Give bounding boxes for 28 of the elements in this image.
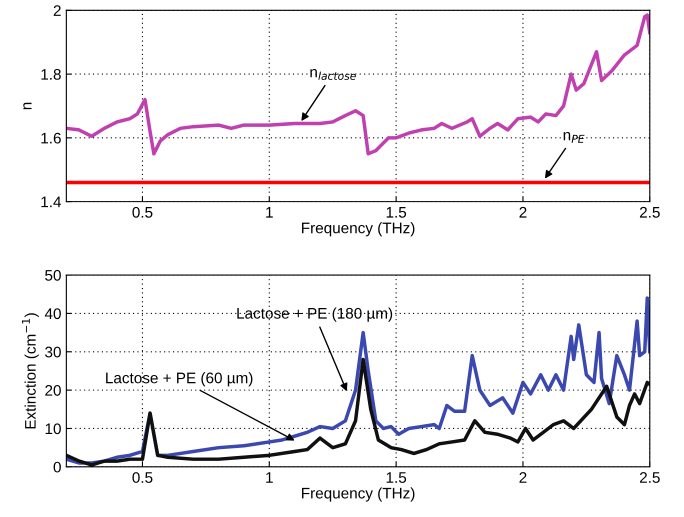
x-tick-label: 2.5 [640, 472, 660, 483]
annotation: n$_{PE}$ [564, 132, 584, 143]
annotation: n$_{lactose}$ [310, 69, 356, 80]
x-tick-label: 2 [519, 206, 526, 218]
y-tick-label: 30 [45, 346, 61, 358]
x-axis-title: Frequency (THz) [302, 487, 414, 502]
x-tick-label: 1.5 [386, 472, 406, 483]
y-tick-label: 1.8 [41, 68, 61, 80]
y-axis-title: Extinction (cm$^{−1}$) [22, 313, 39, 428]
x-tick-label: 2 [519, 472, 526, 483]
x-tick-label: 0.5 [132, 206, 152, 218]
y-tick-label: 10 [46, 423, 61, 434]
y-tick-label: 1.6 [41, 132, 61, 144]
x-tick-label: 1 [266, 207, 273, 218]
annotation: Lactose + PE (60 µm) [106, 372, 252, 386]
x-tick-label: 0.5 [132, 472, 152, 483]
y-axis-title: n [23, 102, 32, 110]
line-series [66, 13, 650, 156]
y-tick-label: 0 [54, 462, 61, 473]
x-tick-label: 1 [266, 472, 273, 483]
x-tick-label: 2.5 [640, 206, 660, 218]
y-tick-label: 40 [44, 308, 61, 320]
y-tick-label: 20 [45, 384, 61, 396]
y-tick-label: 2 [54, 5, 61, 16]
x-tick-label: 1.5 [386, 207, 406, 218]
y-tick-label: 1.4 [41, 196, 62, 208]
x-axis-title: Frequency (THz) [302, 222, 414, 236]
y-tick-label: 50 [45, 270, 61, 281]
